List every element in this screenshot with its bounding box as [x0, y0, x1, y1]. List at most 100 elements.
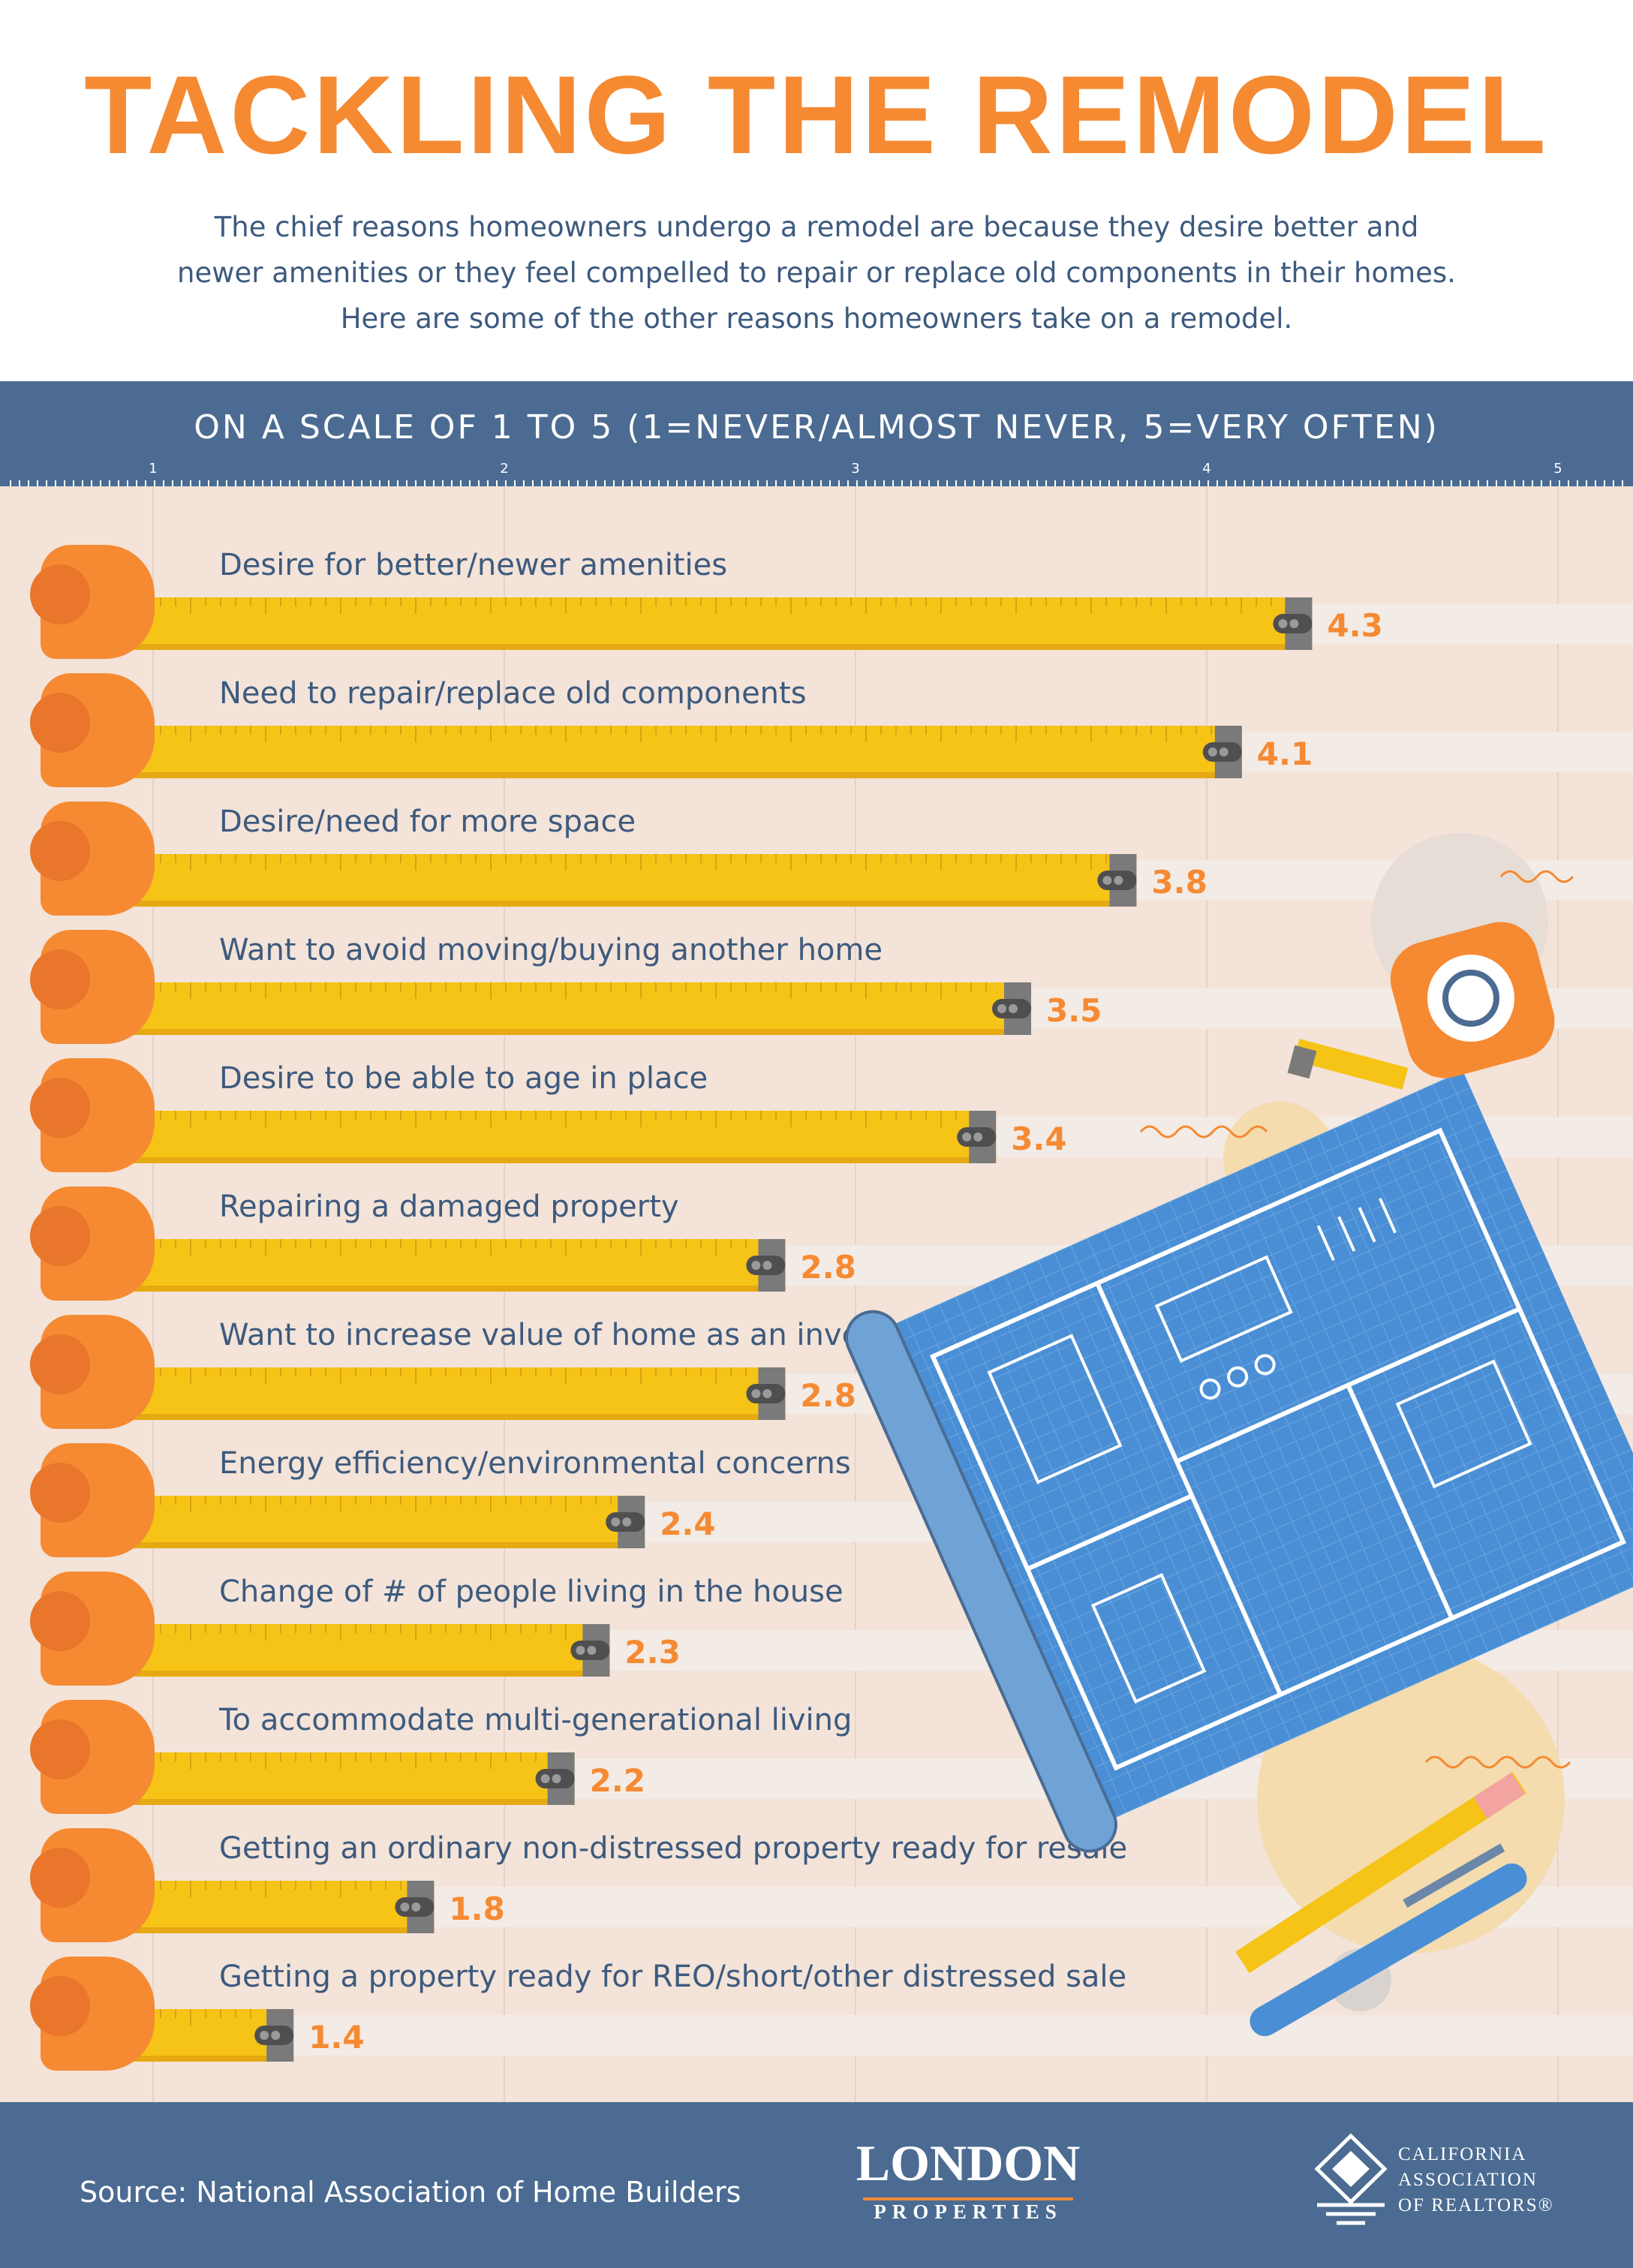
category-label: Desire/need for more space	[219, 805, 636, 839]
car-logo: CALIFORNIA ASSOCIATION OF REALTORS®	[1310, 2130, 1565, 2227]
bar-row: Need to repair/replace old components 4.1	[30, 673, 1633, 787]
tape-measure-dial	[30, 949, 90, 1009]
tape-measure-dial	[30, 1463, 90, 1523]
deco-pencil-eraser	[1473, 1773, 1526, 1819]
blueprint-stairs	[1358, 1207, 1376, 1243]
tape-rivet	[1278, 619, 1288, 628]
value-label: 3.5	[1046, 992, 1102, 1029]
blueprint-stairs	[1337, 1216, 1356, 1252]
tape-measure-dial	[30, 693, 90, 753]
blueprint-grid	[1034, 1433, 1625, 1696]
car-emblem-icon	[1314, 2133, 1388, 2225]
blueprint-grid	[990, 1334, 1580, 1598]
tape-rivet	[1289, 619, 1299, 628]
tape-rivet	[751, 1261, 761, 1270]
blueprint-sheet	[845, 1070, 1633, 1853]
blueprint-grid	[939, 1219, 1529, 1482]
bar-shadow	[105, 901, 1137, 907]
blueprint-grid	[924, 1186, 1514, 1449]
blueprint-grid	[888, 1103, 1478, 1367]
bar-shadow	[105, 1927, 435, 1933]
category-label: Desire for better/newer amenities	[219, 548, 727, 582]
deco-squiggle	[1424, 1755, 1571, 1769]
tape-measure-dial	[30, 1719, 90, 1779]
blueprint-grid	[953, 1251, 1544, 1515]
blueprint-roll	[847, 1311, 1116, 1851]
tape-rivet	[997, 1004, 1006, 1013]
blueprint-grid	[1005, 1367, 1595, 1631]
bar-shadow	[105, 1799, 575, 1805]
tape-rivet	[962, 1132, 972, 1142]
tape-rivet	[973, 1132, 983, 1142]
category-label: Need to repair/replace old components	[219, 676, 807, 711]
source-text: Source: National Association of Home Bui…	[80, 2176, 741, 2209]
bar	[105, 726, 1242, 778]
blueprint-grid	[1063, 1498, 1633, 1762]
tape-measure-dial	[30, 1334, 90, 1394]
blueprint-grid	[976, 1301, 1566, 1565]
tape-rivet	[411, 1903, 421, 1912]
blueprint-grid	[1012, 1383, 1603, 1647]
tape-rivet	[576, 1646, 585, 1655]
subtitle-line: The chief reasons homeowners undergo a r…	[214, 211, 1419, 243]
tape-rivet	[271, 2031, 281, 2040]
subtitle-line: Here are some of the other reasons homeo…	[340, 302, 1293, 335]
blueprint-grid	[1085, 1548, 1633, 1812]
bar	[105, 1496, 645, 1548]
axis-tick-label: 5	[1553, 461, 1562, 477]
deco-tape-hook	[1287, 1045, 1317, 1079]
category-label: Change of # of people living in the hous…	[219, 1575, 844, 1609]
tape-measure-dial	[30, 1976, 90, 2036]
tape-measure-dial	[30, 1206, 90, 1266]
value-label: 2.2	[590, 1762, 645, 1799]
blueprint-wall	[1026, 1493, 1193, 1572]
blueprint-illustration	[845, 833, 1633, 2036]
footer	[0, 2102, 1633, 2268]
car-line: OF REALTORS®	[1398, 2195, 1554, 2215]
value-label: 3.8	[1151, 864, 1207, 901]
bar	[105, 982, 1031, 1035]
bar-row: Getting an ordinary non-distressed prope…	[30, 1828, 1633, 1942]
category-label: Want to avoid moving/buying another home	[219, 933, 883, 967]
blueprint-stairs	[1379, 1198, 1397, 1234]
blueprint-fixture	[1254, 1354, 1276, 1376]
bar-row: Desire for better/newer amenities 4.3	[30, 545, 1633, 659]
tape-measure-dial	[30, 1591, 90, 1651]
car-line: CALIFORNIA	[1398, 2144, 1527, 2164]
bar-chart: Desire for better/newer amenities 4.3 Need…	[30, 486, 1633, 2102]
blueprint-fixture	[1199, 1378, 1221, 1400]
category-label: Getting a property ready for REO/short/o…	[219, 1960, 1126, 1994]
value-label: 4.3	[1327, 607, 1382, 644]
tape-rivet	[1219, 747, 1229, 757]
bar-row: Want to avoid moving/buying another home…	[30, 930, 1633, 1044]
bar	[105, 1752, 575, 1805]
blueprint-grid	[961, 1268, 1551, 1532]
blueprint-grid	[997, 1350, 1588, 1614]
bar-shadow	[105, 2056, 294, 2062]
blueprint-room	[987, 1334, 1123, 1484]
tape-rivet	[1114, 876, 1123, 885]
blueprint-fixture	[1227, 1366, 1249, 1388]
blueprint-grid	[1019, 1400, 1610, 1663]
tape-measure-dial	[30, 821, 90, 881]
deco-tape-strip	[1293, 1039, 1409, 1090]
category-label: Repairing a damaged property	[219, 1190, 679, 1224]
bar-shadow	[105, 1029, 1031, 1035]
tape-rivet	[751, 1389, 761, 1398]
london-properties-logo: LONDON PROPERTIES	[848, 2137, 1088, 2224]
blueprint-grid	[880, 1087, 1471, 1351]
deco-pen-clip	[1403, 1843, 1505, 1908]
deco-squiggle	[1139, 1125, 1268, 1139]
category-label: Energy efficiency/environmental concerns	[219, 1446, 851, 1481]
tape-rivet	[552, 1774, 561, 1783]
blueprint-grid	[895, 1120, 1485, 1384]
blueprint-room	[1154, 1255, 1293, 1363]
scale-band	[0, 381, 1633, 486]
category-label: Desire to be able to age in place	[219, 1061, 708, 1096]
blueprint-roll-outline	[845, 1310, 1117, 1853]
axis-tick-label: 4	[1202, 461, 1210, 477]
value-label: 1.4	[308, 2019, 364, 2056]
blueprint-grid	[902, 1136, 1493, 1400]
bar-shadow	[105, 644, 1313, 650]
logo-london-name: LONDON	[856, 2134, 1081, 2191]
